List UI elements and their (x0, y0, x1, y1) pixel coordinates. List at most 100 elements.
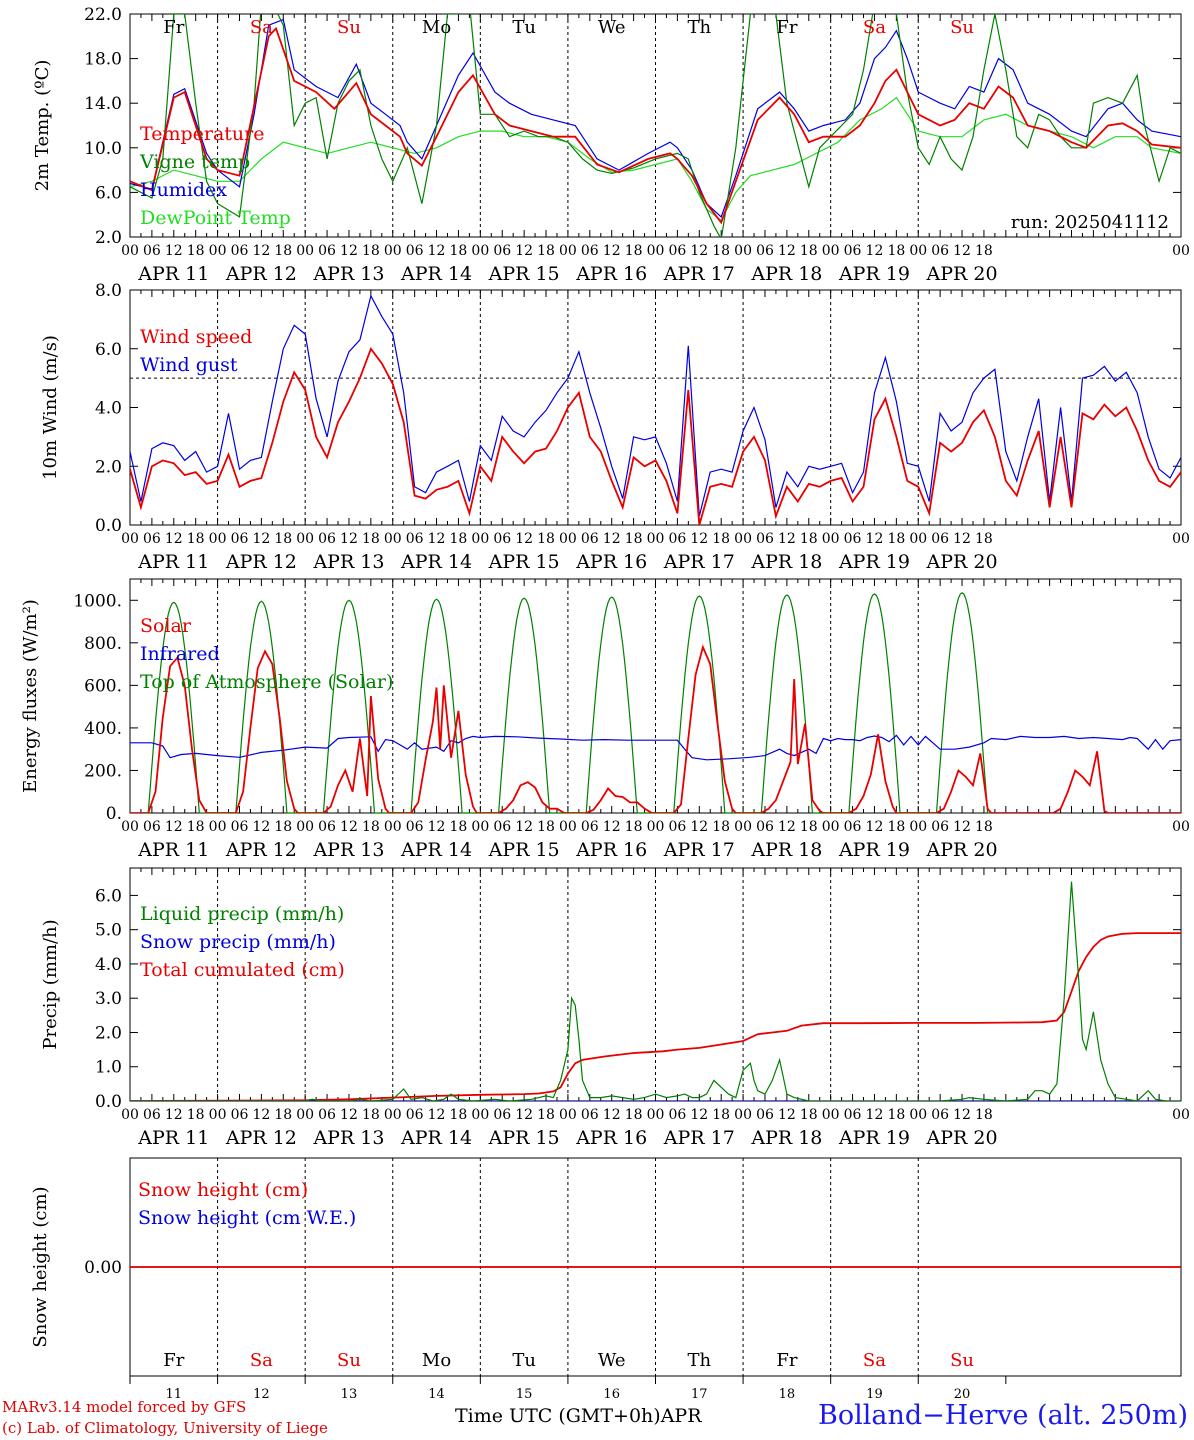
hour-tick-label: 12 (778, 531, 796, 547)
hour-tick-label: 00 (559, 1107, 577, 1123)
day-label: APR 11 (137, 839, 209, 861)
hour-tick-label: 06 (143, 243, 161, 259)
hour-tick-label: 18 (537, 1107, 555, 1123)
legend-entry: Snow height (cm) (138, 1179, 308, 1201)
hour-tick-label: 12 (778, 819, 796, 835)
legend-entry: Wind gust (140, 354, 238, 376)
hour-tick-label: 18 (625, 531, 643, 547)
legend-entry: DewPoint Temp (140, 207, 291, 229)
hour-tick-label: 00 (471, 243, 489, 259)
time-utc-label: Time UTC (GMT+0h) (455, 1405, 661, 1427)
hour-tick-label: 00 (296, 1107, 314, 1123)
hour-tick-label: 18 (450, 243, 468, 259)
day-number-label: 19 (866, 1387, 883, 1402)
legend-entry: Infrared (140, 643, 220, 665)
day-number-label: 20 (954, 1387, 971, 1402)
hour-tick-label: 18 (362, 819, 380, 835)
hour-tick-label: 00 (471, 1107, 489, 1123)
y-tick-label: 22.0 (84, 5, 122, 25)
legend-entry: Snow precip (mm/h) (140, 931, 336, 953)
hour-tick-label: 06 (581, 1107, 599, 1123)
y-tick-label: 800. (84, 634, 122, 654)
day-label: APR 20 (926, 839, 998, 861)
hour-tick-label: 00 (121, 243, 139, 259)
hour-tick-label: 00 (647, 819, 665, 835)
hour-tick-label: 18 (887, 531, 905, 547)
hour-tick-label: 12 (165, 1107, 183, 1123)
day-label: APR 14 (400, 263, 472, 285)
hour-tick-label: 18 (537, 531, 555, 547)
hour-tick-label: 18 (274, 1107, 292, 1123)
hour-tick-label: 00 (1172, 243, 1190, 259)
hour-tick-label: 12 (690, 819, 708, 835)
hour-tick-label: 06 (143, 531, 161, 547)
day-label: APR 12 (225, 263, 297, 285)
y-tick-label: 2.0 (95, 1023, 122, 1043)
hour-tick-label: 18 (450, 1107, 468, 1123)
hour-tick-label: 06 (231, 243, 249, 259)
hour-tick-label: 18 (362, 243, 380, 259)
y-tick-label: 200. (84, 761, 122, 781)
hour-tick-label: 12 (866, 1107, 884, 1123)
hour-tick-label: 06 (668, 243, 686, 259)
hour-tick-label: 00 (384, 1107, 402, 1123)
hour-tick-label: 06 (756, 531, 774, 547)
hour-tick-label: 06 (756, 1107, 774, 1123)
y-tick-label: 0.0 (95, 1092, 122, 1112)
hour-tick-label: 00 (209, 531, 227, 547)
hour-tick-label: 12 (603, 243, 621, 259)
hour-tick-label: 18 (712, 531, 730, 547)
hour-tick-label: 18 (450, 819, 468, 835)
weekday-label: Fr (776, 17, 797, 38)
hour-tick-label: 00 (822, 243, 840, 259)
hour-tick-label: 00 (647, 243, 665, 259)
legend-entry: Snow height (cm W.E.) (138, 1207, 356, 1229)
hour-tick-label: 12 (515, 243, 533, 259)
day-label: APR 12 (225, 1127, 297, 1149)
hour-tick-label: 12 (340, 819, 358, 835)
hour-tick-label: 06 (668, 1107, 686, 1123)
hour-tick-label: 18 (625, 1107, 643, 1123)
hour-tick-label: 00 (734, 819, 752, 835)
hour-tick-label: 18 (800, 819, 818, 835)
hour-tick-label: 18 (712, 819, 730, 835)
day-label: APR 19 (838, 839, 910, 861)
series-wind-gust (130, 294, 1181, 517)
station-name: Bolland−Herve (alt. 250m) (818, 1400, 1188, 1431)
y-axis-label: Precip (mm/h) (40, 919, 61, 1049)
hour-tick-label: 12 (690, 531, 708, 547)
day-label: APR 20 (926, 551, 998, 573)
y-tick-label: 1000. (73, 591, 122, 611)
hour-tick-label: 06 (844, 1107, 862, 1123)
y-tick-label: 5.0 (95, 921, 122, 941)
hour-tick-label: 12 (252, 1107, 270, 1123)
time-axis-label: Time UTC (GMT+0h)APR (455, 1405, 702, 1427)
hour-tick-label: 00 (471, 531, 489, 547)
y-tick-label: 600. (84, 676, 122, 696)
day-label: APR 18 (750, 551, 822, 573)
hour-tick-label: 18 (274, 531, 292, 547)
legend-entry: Solar (140, 615, 192, 637)
day-number-label: 11 (166, 1387, 183, 1402)
hour-tick-label: 06 (406, 819, 424, 835)
hour-tick-label: 00 (734, 243, 752, 259)
hour-tick-label: 06 (406, 531, 424, 547)
y-tick-label: 0.00 (84, 1258, 122, 1278)
day-label: APR 11 (137, 551, 209, 573)
hour-tick-label: 00 (559, 531, 577, 547)
day-label: APR 15 (488, 263, 560, 285)
y-tick-label: 4.0 (95, 399, 122, 419)
hour-tick-label: 12 (603, 1107, 621, 1123)
day-label: APR 13 (312, 551, 384, 573)
y-axis-label: 2m Temp. (ºC) (32, 60, 53, 192)
hour-tick-label: 12 (252, 819, 270, 835)
plot-frame (129, 13, 1182, 238)
legend-entry: Liquid precip (mm/h) (140, 903, 344, 925)
hour-tick-label: 12 (340, 531, 358, 547)
hour-tick-label: 12 (953, 531, 971, 547)
hour-tick-label: 18 (887, 819, 905, 835)
run-label: run: 2025041112 (1011, 212, 1169, 233)
panel-3: 00 06 12 18 00 06 12 18 00 06 12 18 00 06 12 18 00 06 12 18… (20, 578, 1190, 861)
hour-tick-label: 18 (975, 243, 993, 259)
day-label: APR 16 (575, 839, 647, 861)
